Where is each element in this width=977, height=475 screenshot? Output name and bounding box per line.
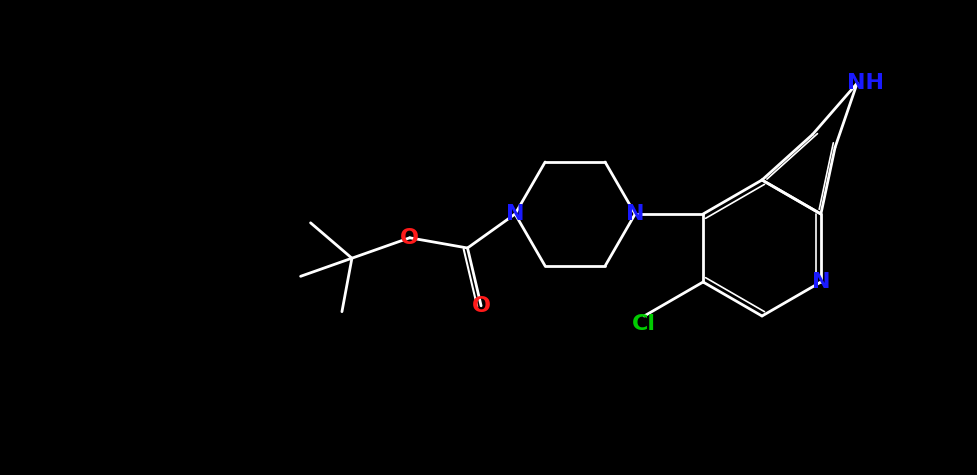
Text: N: N	[626, 204, 645, 224]
Text: NH: NH	[847, 73, 883, 93]
Text: O: O	[401, 228, 419, 248]
Text: N: N	[506, 204, 525, 224]
Text: N: N	[812, 272, 830, 292]
Text: Cl: Cl	[632, 314, 657, 334]
Text: O: O	[472, 296, 490, 316]
